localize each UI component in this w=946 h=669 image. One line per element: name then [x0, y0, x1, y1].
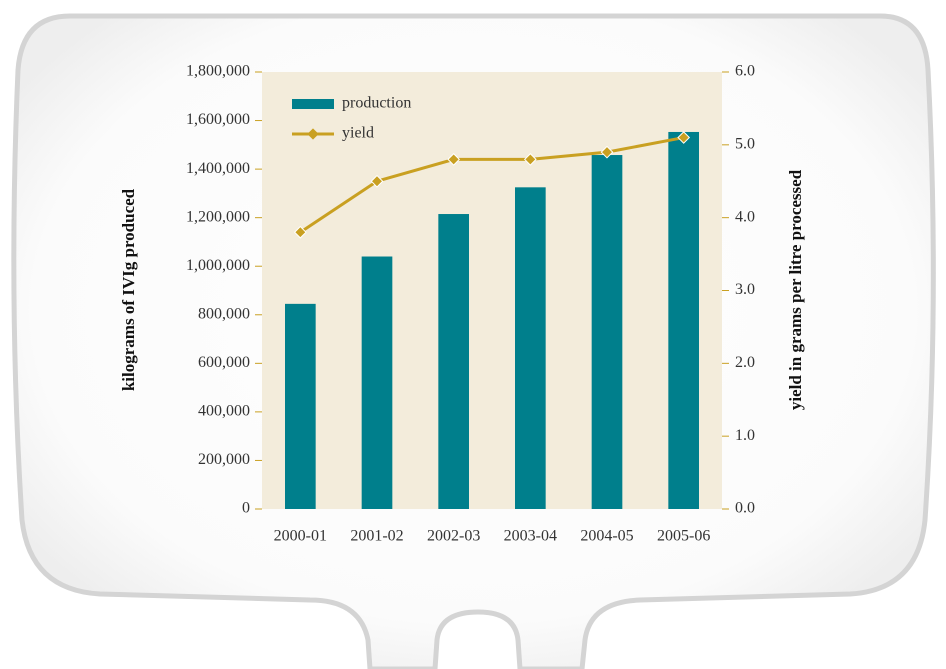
y2-tick-label: 5.0: [735, 136, 755, 153]
bar: [438, 214, 469, 509]
y-axis-title: kilograms of IVIg produced: [119, 188, 138, 391]
marker: [523, 153, 537, 166]
legend-marker: [307, 128, 319, 140]
plot-area: [262, 72, 722, 509]
y-tick-label: 200,000: [198, 451, 250, 468]
x-tick-label: 2002-03: [427, 528, 480, 545]
bar: [361, 256, 393, 509]
legend-label: yield: [342, 125, 374, 142]
y-tick-label: 1,000,000: [186, 257, 250, 274]
x-tick-label: 2001-02: [350, 528, 403, 545]
legend-swatch: [292, 99, 334, 109]
y-tick-label: 600,000: [198, 354, 250, 371]
y2-axis-title: yield in grams per litre processed: [786, 169, 805, 410]
y-tick-label: 1,200,000: [186, 208, 250, 225]
bar: [285, 303, 316, 509]
y-tick-label: 400,000: [198, 403, 250, 420]
bar: [591, 155, 623, 509]
marker: [447, 153, 461, 166]
y-tick-label: 1,800,000: [186, 63, 250, 80]
line: [299, 136, 684, 234]
x-tick-label: 2004-05: [580, 528, 633, 545]
x-tick-label: 2003-04: [504, 528, 557, 545]
x-tick-label: 2005-06: [657, 528, 710, 545]
y2-tick-label: 0.0: [735, 500, 755, 517]
bar: [668, 131, 699, 509]
y2-tick-label: 3.0: [735, 281, 755, 298]
y2-tick-label: 1.0: [735, 427, 755, 444]
y2-tick-label: 4.0: [735, 208, 755, 225]
legend-label: production: [342, 95, 411, 112]
marker: [600, 145, 614, 159]
y2-tick-label: 2.0: [735, 354, 755, 371]
y-tick-label: 0: [242, 500, 250, 517]
marker: [370, 174, 384, 188]
marker: [677, 131, 691, 144]
y-tick-label: 1,400,000: [186, 160, 250, 177]
bar: [515, 187, 546, 509]
marker: [293, 225, 307, 239]
y2-tick-label: 6.0: [735, 63, 755, 80]
y-tick-label: 1,600,000: [186, 111, 250, 128]
x-tick-label: 2000-01: [274, 528, 327, 545]
y-tick-label: 800,000: [198, 305, 250, 322]
